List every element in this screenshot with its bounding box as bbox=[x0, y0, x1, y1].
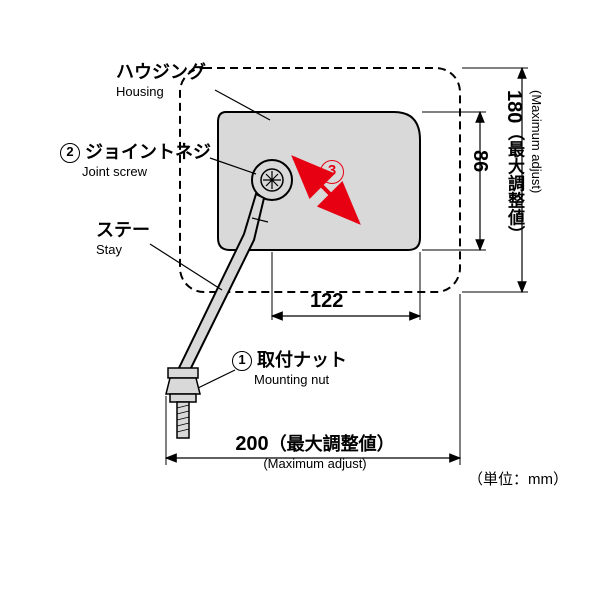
label-nut-en: Mounting nut bbox=[254, 372, 347, 387]
dim-200-sub: (Maximum adjust) bbox=[200, 456, 430, 471]
circle-3: 3 bbox=[320, 160, 344, 184]
dim-180-text: 180（最大調整値） bbox=[502, 90, 527, 242]
dim-180-block: 180（最大調整値） (Maximum adjust) bbox=[502, 90, 544, 242]
dim-86-text: 86 bbox=[468, 150, 491, 172]
circle-3-container: 3 bbox=[320, 160, 344, 184]
circle-1: 1 bbox=[232, 351, 252, 371]
label-stay-jp: ステー bbox=[96, 216, 150, 242]
label-nut-jp: 1 取付ナット bbox=[232, 346, 347, 372]
label-housing: ハウジング Housing bbox=[116, 58, 206, 99]
unit-label: （単位：mm） bbox=[468, 468, 568, 489]
label-stay-en: Stay bbox=[96, 242, 150, 257]
circle-2: 2 bbox=[60, 143, 80, 163]
leader-nut bbox=[198, 370, 235, 388]
dim-122-text: 122 bbox=[310, 290, 343, 313]
nut-body bbox=[166, 378, 200, 394]
nut-flange bbox=[170, 394, 196, 402]
label-housing-en: Housing bbox=[116, 84, 206, 99]
nut-top bbox=[168, 368, 198, 378]
dim-200-block: 200（最大調整値） (Maximum adjust) bbox=[200, 430, 430, 471]
label-joint-jp: 2 ジョイントネジ bbox=[60, 138, 211, 164]
dim-200-text: 200（最大調整値） bbox=[200, 430, 430, 456]
label-housing-jp: ハウジング bbox=[116, 58, 206, 84]
label-stay: ステー Stay bbox=[96, 216, 150, 257]
label-nut: 1 取付ナット Mounting nut bbox=[232, 346, 347, 387]
label-joint: 2 ジョイントネジ Joint screw bbox=[60, 138, 211, 179]
dim-180-sub: (Maximum adjust) bbox=[529, 90, 544, 242]
label-joint-en: Joint screw bbox=[82, 164, 211, 179]
